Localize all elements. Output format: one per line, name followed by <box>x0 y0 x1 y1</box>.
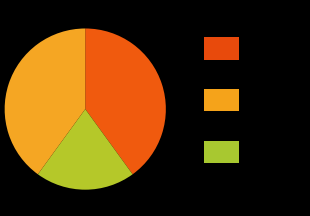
Wedge shape <box>5 29 85 174</box>
FancyBboxPatch shape <box>204 89 239 111</box>
Wedge shape <box>38 109 133 190</box>
Wedge shape <box>85 29 166 174</box>
FancyBboxPatch shape <box>204 37 239 60</box>
FancyBboxPatch shape <box>204 141 239 163</box>
